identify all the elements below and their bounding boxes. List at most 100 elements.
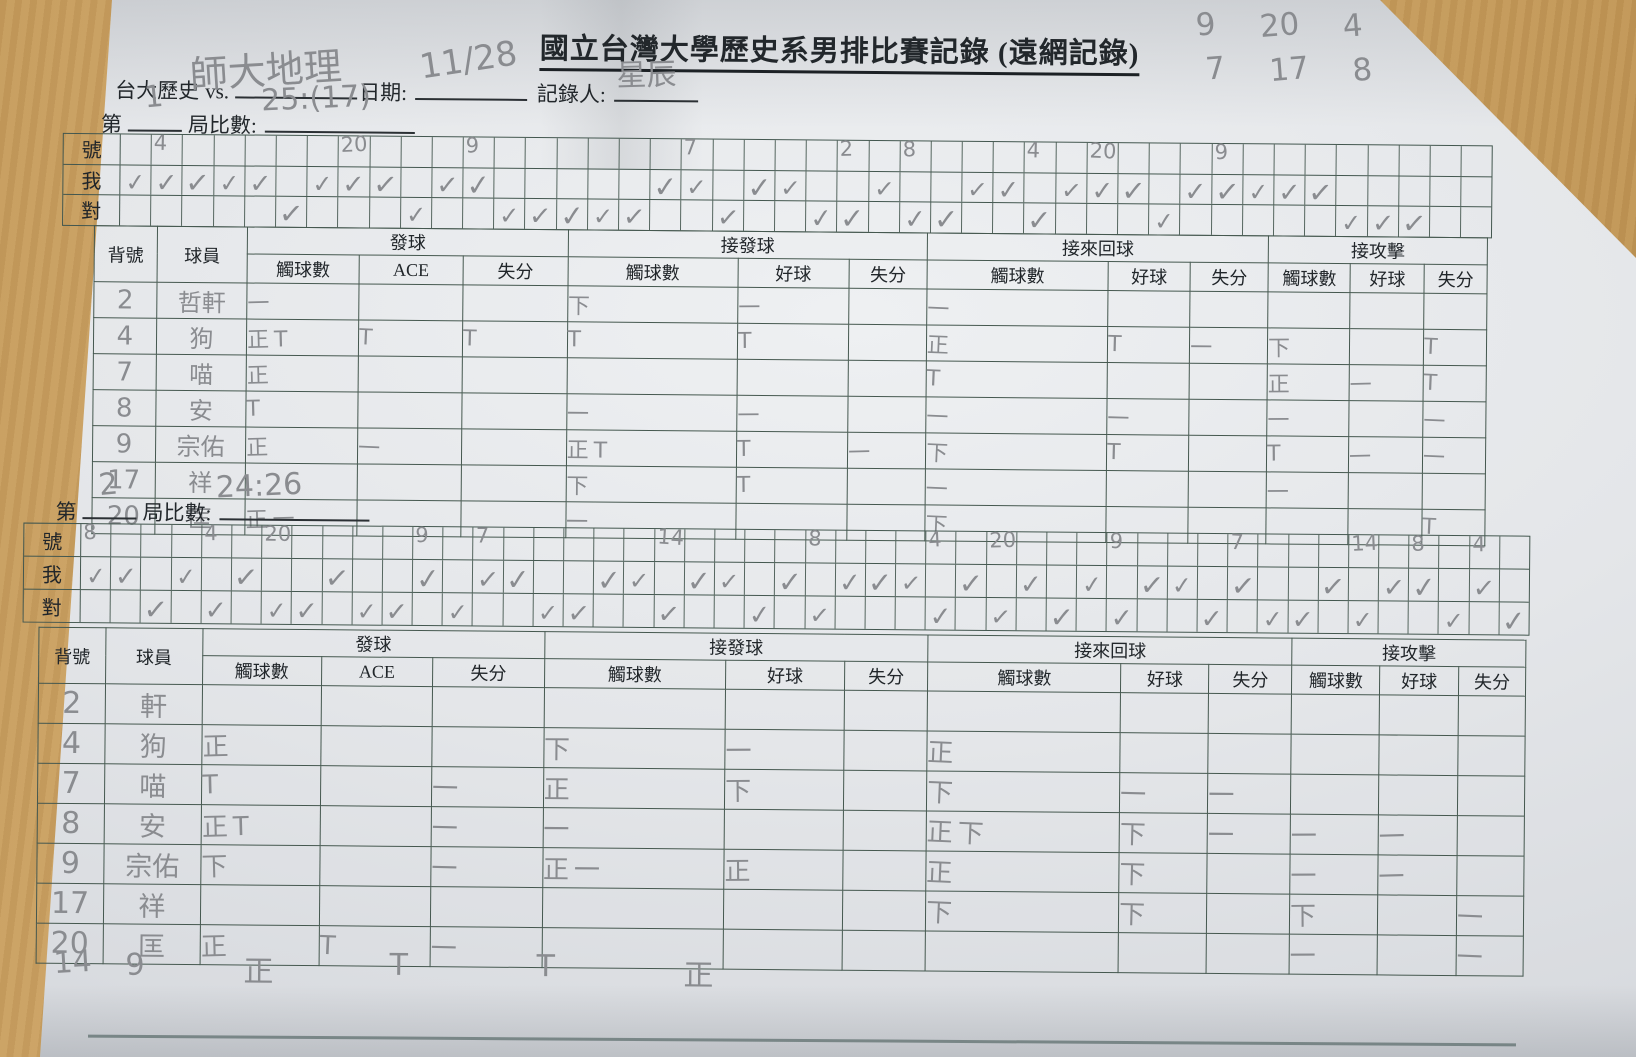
- check-mark: ✓: [265, 595, 288, 625]
- rally-player-number: 9: [1109, 529, 1124, 554]
- rally-cell: [1024, 172, 1057, 203]
- tally-cell: [847, 468, 926, 505]
- tally-cell: [847, 396, 927, 433]
- tally-marks: 下: [724, 776, 757, 807]
- tally-cell: 正: [201, 724, 321, 766]
- tally-marks: 一: [1378, 822, 1411, 853]
- rally-cell: [806, 140, 839, 171]
- rally-cell: ✓: [1378, 568, 1410, 603]
- rally-cell: [244, 196, 277, 227]
- tally-cell: [1378, 774, 1458, 816]
- tally-cell: 下: [724, 769, 844, 811]
- rally-cell: ✓: [261, 591, 293, 625]
- rally-cell: [1461, 207, 1491, 237]
- check-mark: ✓: [746, 170, 772, 205]
- check-mark: ✓: [1184, 176, 1208, 208]
- tally-cell: [1457, 815, 1525, 857]
- rally-cell: [986, 564, 1017, 598]
- extra-handwritten-row: 14 9 正 T T 正: [0, 944, 1628, 1028]
- check-mark: ✓: [873, 174, 895, 204]
- rally-cell: [443, 527, 474, 560]
- rally-cell: [1149, 143, 1182, 174]
- column-header: ACE: [358, 254, 464, 285]
- match-header: 台大歷史 vs. 師大地理 日期: 11/28 記錄人: 星辰: [115, 33, 698, 109]
- tally-cell: 下: [1118, 892, 1207, 934]
- tally-marks: 一: [1378, 862, 1411, 893]
- rally-player-number: 4: [928, 527, 943, 552]
- tally-cell: [725, 689, 845, 731]
- column-header: 失分: [432, 657, 545, 688]
- tally-cell: 一: [1189, 327, 1268, 364]
- tally-marks: 下: [925, 897, 958, 930]
- tally-cell: [357, 391, 463, 429]
- tally-marks: 一: [1422, 444, 1451, 471]
- rally-cell: [1500, 569, 1529, 601]
- check-mark: ✓: [528, 200, 553, 233]
- rally-cell: 9: [463, 133, 496, 168]
- corner-number: 20: [1258, 6, 1301, 45]
- rally-cell: 7: [1228, 530, 1259, 567]
- check-mark: ✓: [1443, 606, 1464, 635]
- rally-cell: ✓: [1227, 567, 1259, 603]
- rally-player-number: 9: [415, 522, 429, 548]
- tally-marks: 正: [543, 775, 575, 806]
- rally-cell: [619, 169, 651, 200]
- rally-cell: ✓: [494, 198, 526, 230]
- tally-cell: 一: [1290, 854, 1379, 895]
- column-header: 失分: [1190, 262, 1269, 292]
- tally-cell: [1188, 435, 1267, 472]
- rally-cell: [370, 136, 402, 167]
- tally-cell: [843, 770, 927, 811]
- rally-cell: [232, 525, 263, 558]
- rally-cell: ✓: [1076, 565, 1108, 599]
- tally-cell: [1206, 893, 1291, 935]
- tally-cell: [736, 359, 849, 397]
- check-mark: ✓: [558, 199, 585, 235]
- rally-cell: [837, 171, 870, 201]
- rally-cell: ✓: [563, 594, 595, 629]
- rally-cell: ✓: [1167, 566, 1199, 600]
- tally-marks: 一: [847, 440, 876, 466]
- tally-cell: T: [1423, 329, 1487, 366]
- check-mark: ✓: [1090, 175, 1114, 207]
- column-header: 失分: [1458, 666, 1526, 697]
- tally-marks: 正: [925, 857, 959, 890]
- rally-cell: [1056, 142, 1088, 173]
- tally-cell: 一: [1106, 398, 1190, 436]
- tally-marks: T: [358, 325, 378, 351]
- tally-marks: T: [1267, 441, 1286, 467]
- rally-cell: [654, 562, 685, 595]
- rally-cell: [744, 562, 776, 596]
- column-header-group: 發球: [247, 227, 569, 257]
- tally-marks: 一: [1290, 861, 1323, 892]
- rally-cell: ✓: [1180, 174, 1213, 208]
- rally-cell: ✓: [805, 596, 836, 630]
- rally-cell: [1408, 601, 1440, 634]
- tally-marks: 正: [724, 856, 756, 887]
- column-header: 觸球數: [567, 256, 738, 288]
- rally-cell: [111, 524, 142, 557]
- corner-note-row: 7 17 8: [1204, 50, 1374, 89]
- tally-marks: 下: [567, 293, 596, 320]
- rally-cell: [681, 200, 713, 231]
- jersey-number: 8: [37, 803, 105, 844]
- jersey-number: 9: [36, 843, 105, 884]
- rally-cell: 14: [654, 524, 686, 562]
- rally-cell: [1288, 567, 1319, 600]
- rally-cell: [1167, 599, 1198, 632]
- tally-cell: 正下: [926, 810, 1120, 853]
- rally-cell: [110, 590, 142, 623]
- tally-marks: 正一: [542, 855, 606, 886]
- tally-cell: T: [201, 764, 321, 806]
- column-header: 好球: [725, 660, 845, 691]
- rally-cell: [835, 596, 866, 629]
- check-mark: ✓: [1278, 176, 1301, 208]
- tally-cell: [461, 428, 567, 466]
- check-mark: ✓: [838, 566, 863, 599]
- column-header: 失分: [1208, 664, 1293, 695]
- rally-cell: 2: [837, 137, 870, 171]
- rally-cell: [1167, 533, 1199, 566]
- tally-cell: 一: [431, 766, 544, 808]
- rally-cell: [307, 136, 340, 166]
- corner-number: 8: [1351, 51, 1374, 89]
